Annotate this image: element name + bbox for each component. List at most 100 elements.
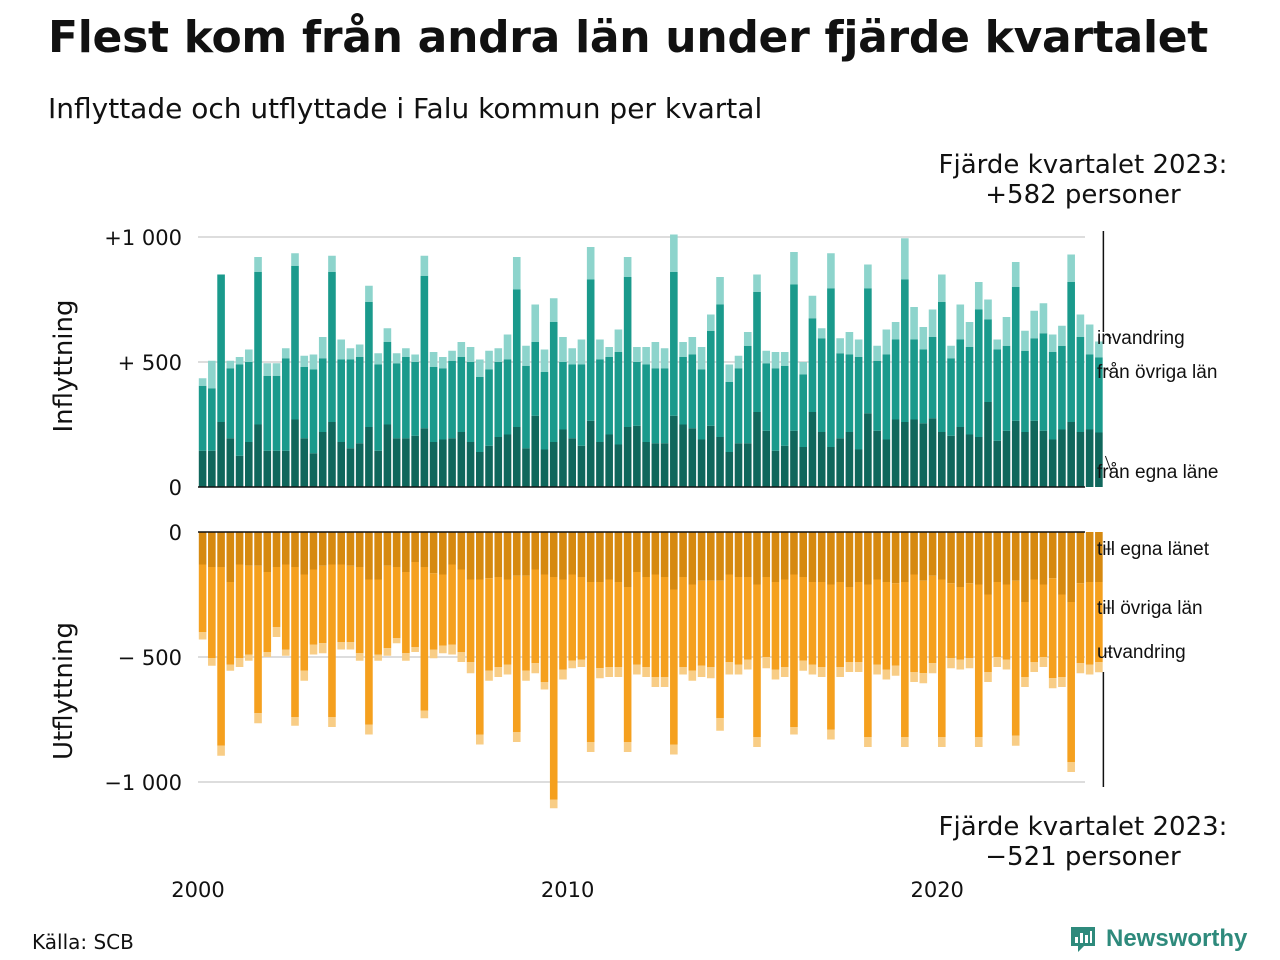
- inflow-bar-segment: [263, 363, 272, 376]
- outflow-bar-segment: [928, 575, 937, 664]
- outflow-y-tick-label: −1 000: [104, 771, 182, 795]
- inflow-y-tick-label: +1 000: [104, 226, 182, 250]
- inflow-bar-segment: [540, 372, 549, 450]
- inflow-bar-segment: [235, 364, 244, 456]
- inflow-bar-segment: [660, 368, 669, 444]
- outflow-bar-segment: [374, 579, 382, 655]
- inflow-bar-segment: [873, 430, 881, 487]
- inflow-bar-segment: [956, 339, 965, 427]
- outflow-bar-segment: [762, 657, 771, 669]
- outflow-bar-segment: [198, 632, 207, 640]
- inflow-bar-segment: [836, 353, 844, 439]
- outflow-bar-segment: [919, 580, 928, 674]
- outflow-bar-segment: [402, 532, 410, 572]
- outflow-bar-segment: [697, 580, 706, 666]
- outflow-bar-segment: [1067, 532, 1075, 602]
- inflow-bar-segment: [226, 360, 235, 369]
- outflow-bar-segment: [559, 579, 567, 670]
- outflow-bar-segment: [956, 532, 965, 587]
- inflow-bar-segment: [374, 353, 382, 365]
- inflow-bar-segment: [217, 422, 225, 487]
- inflow-bar-segment: [522, 345, 530, 366]
- outflow-bar-segment: [623, 532, 632, 587]
- outflow-bar-segment: [743, 659, 752, 670]
- outflow-bar-segment: [1058, 532, 1066, 595]
- outflow-bar-segment: [660, 532, 669, 577]
- outflow-bar-segment: [328, 532, 336, 565]
- outflow-bar-segment: [531, 569, 540, 664]
- outflow-bar-segment: [512, 732, 521, 742]
- inflow-bar-segment: [439, 368, 447, 440]
- outflow-bar-segment: [1002, 584, 1011, 660]
- outflow-bar-segment: [439, 645, 447, 654]
- inflow-bar-segment: [263, 375, 272, 451]
- outflow-bar-segment: [1021, 602, 1029, 677]
- inflow-bar-segment: [457, 357, 466, 432]
- inflow-bar-segment: [559, 429, 567, 487]
- outflow-bar-segment: [300, 532, 309, 575]
- inflow-bar-segment: [771, 352, 780, 369]
- outflow-bar-segment: [281, 564, 290, 650]
- outflow-bar-segment: [734, 577, 743, 665]
- outflow-bar-segment: [411, 532, 419, 562]
- outflow-bar-segment: [679, 532, 687, 577]
- outflow-bar-segment: [355, 653, 364, 661]
- outflow-bar-segment: [817, 667, 826, 677]
- outflow-bar-segment: [568, 532, 576, 575]
- inflow-bar-segment: [457, 432, 466, 487]
- inflow-bar-segment: [1030, 310, 1038, 339]
- outflow-bar-segment: [910, 574, 918, 672]
- inflow-bar-segment: [670, 272, 678, 416]
- inflow-bar-segment: [864, 413, 872, 487]
- inflow-bar-segment: [217, 274, 225, 422]
- inflow-bar-segment: [873, 345, 881, 361]
- outflow-bar-segment: [697, 532, 706, 581]
- inflow-bar-segment: [771, 450, 780, 487]
- inflow-bar-segment: [753, 412, 761, 487]
- outflow-bar-segment: [891, 583, 900, 666]
- inflow-bar-segment: [291, 253, 299, 266]
- x-tick-label: 2000: [171, 878, 224, 902]
- outflow-bar-segment: [577, 659, 586, 667]
- outflow-bar-segment: [901, 532, 909, 582]
- outflow-bar-segment: [614, 582, 623, 667]
- inflow-bar-segment: [300, 355, 309, 367]
- outflow-bar-segment: [420, 710, 429, 719]
- inflow-bar-segment: [1030, 420, 1038, 487]
- outflow-bar-segment: [836, 532, 844, 582]
- outflow-bar-segment: [1095, 662, 1103, 673]
- inflow-bar-segment: [808, 412, 817, 487]
- inflow-bar-segment: [716, 437, 724, 487]
- inflow-bar-segment: [864, 288, 872, 414]
- inflow-bar-segment: [938, 302, 946, 432]
- inflow-bar-segment: [1095, 432, 1103, 487]
- x-tick-label: 2010: [541, 878, 594, 902]
- inflow-bar-segment: [984, 319, 992, 402]
- outflow-bar-segment: [974, 737, 983, 747]
- inflow-bar-segment: [1058, 429, 1066, 487]
- inflow-bar-segment: [365, 427, 373, 487]
- outflow-bar-segment: [291, 717, 299, 726]
- outflow-bar-segment: [596, 532, 604, 582]
- outflow-bar-segment: [383, 648, 392, 656]
- chart-subtitle: Inflyttade och utflyttade i Falu kommun …: [48, 92, 763, 125]
- inflow-bar-segment: [725, 364, 734, 382]
- outflow-bar-segment: [1030, 579, 1038, 662]
- inflow-bar-segment: [402, 438, 410, 487]
- outflow-bar-segment: [651, 677, 660, 687]
- outflow-series-label: utvandring: [1097, 642, 1186, 663]
- note-q4-2023-outflow: Fjärde kvartalet 2023: −521 personer: [918, 812, 1248, 872]
- inflow-bar-segment: [901, 422, 909, 487]
- inflow-bar-segment: [623, 277, 632, 427]
- inflow-bar-segment: [974, 282, 983, 310]
- inflow-bar-segment: [476, 452, 484, 487]
- outflow-bar-segment: [651, 574, 660, 677]
- inflow-bar-segment: [254, 272, 262, 425]
- inflow-bar-segment: [346, 448, 355, 487]
- outflow-y-tick-label: 0: [169, 521, 182, 545]
- inflow-bar-segment: [707, 314, 715, 331]
- inflow-bar-segment: [568, 348, 576, 365]
- outflow-bar-segment: [429, 649, 438, 659]
- outflow-bar-segment: [374, 654, 382, 661]
- note-bottom-line-2: −521 personer: [985, 842, 1181, 872]
